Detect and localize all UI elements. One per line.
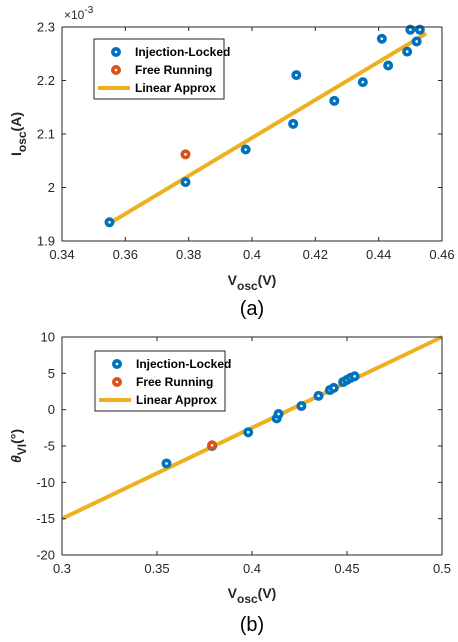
linear-approx-line [108, 31, 428, 226]
x-tick-label: 0.5 [433, 561, 451, 576]
x-tick-label: 0.45 [334, 561, 359, 576]
x-tick-label: 0.46 [429, 247, 454, 262]
linear-approx-line [61, 335, 443, 521]
free-running-point-center [184, 153, 187, 156]
legend-label-free-running-a: Free Running [135, 63, 212, 77]
panel-label-b: (b) [240, 614, 264, 636]
y-tick-label: 5 [48, 366, 55, 381]
y-tick-label: 2.2 [37, 73, 55, 88]
x-tick-label: 0.38 [176, 247, 201, 262]
x-tick-label: 0.44 [366, 247, 391, 262]
injection-locked-point-center [353, 374, 356, 378]
y-tick-label: 2 [48, 180, 55, 195]
injection-locked-point-center [405, 50, 409, 53]
legend-label-linear-approx-b: Linear Approx [136, 393, 217, 407]
y-tick-label: -5 [43, 439, 55, 454]
legend-item-injection-locked-a: Injection-Locked [111, 45, 230, 59]
x-axis-label-a: Vosc(V) [228, 272, 277, 293]
legend-item-free-running-a: Free Running [111, 63, 212, 77]
injection-locked-point-center [386, 64, 390, 67]
x-tick-label: 0.42 [303, 247, 328, 262]
legend-label-injection-locked-a: Injection-Locked [135, 45, 230, 59]
y-ticks-a: 1.9 2 2.1 2.2 2.3 [37, 20, 442, 249]
legend-label-free-running-b: Free Running [136, 375, 213, 389]
x-ticks-a: 0.34 0.36 0.38 0.4 0.42 0.44 0.46 [49, 27, 455, 262]
injection-locked-point-center [409, 28, 412, 31]
y-ticks-b: -20 -15 -10 -5 0 5 10 [36, 330, 442, 563]
injection-locked-point-center [300, 404, 303, 408]
y-tick-label: 10 [41, 330, 55, 345]
y-tick-label: -10 [36, 475, 55, 490]
injection-locked-point-center [317, 394, 320, 398]
y-axis-label-b: θVI(°) [8, 429, 29, 463]
injection-locked-point-center [184, 180, 187, 184]
injection-locked-point-center [277, 412, 280, 416]
y-tick-label: 0 [48, 402, 55, 417]
injection-locked-point-center [418, 28, 422, 31]
y-exponent-a: ×10-3 [64, 5, 94, 22]
legend-item-injection-locked-b: Injection-Locked [112, 357, 231, 371]
y-tick-label: -20 [36, 548, 55, 563]
legend-a: Injection-Locked Free Running Linear App… [93, 38, 230, 100]
y-axis-label-a: Iosc(A) [8, 112, 29, 156]
injection-locked-point-center [246, 430, 250, 434]
injection-locked-point-center [361, 80, 365, 84]
fit-line-b [61, 335, 443, 521]
legend-marker-dot-fr-b [115, 380, 119, 384]
free-running-point-center [210, 443, 214, 447]
y-tick-label: 1.9 [37, 234, 55, 249]
injection-locked-point-center [333, 99, 336, 103]
x-tick-label: 0.3 [53, 561, 71, 576]
x-tick-label: 0.35 [144, 561, 169, 576]
legend-marker-dot-b [115, 362, 119, 366]
legend-label-linear-approx-a: Linear Approx [135, 81, 216, 95]
legend-label-injection-locked-b: Injection-Locked [136, 357, 231, 371]
legend-item-free-running-b: Free Running [112, 375, 213, 389]
injection-locked-point-center [415, 40, 418, 43]
injection-locked-point-center [244, 148, 247, 151]
y-tick-label: 2.3 [37, 20, 55, 35]
injection-locked-point-center [380, 37, 384, 41]
injection-locked-point-center [295, 73, 298, 77]
legend-item-linear-approx-b: Linear Approx [99, 393, 217, 407]
legend-b: Injection-Locked Free Running Linear App… [94, 350, 231, 412]
x-tick-label: 0.4 [243, 561, 261, 576]
x-tick-label: 0.4 [243, 247, 261, 262]
chart-panel-b: 0.3 0.35 0.4 0.45 0.5 -20 -15 -10 -5 0 5 10 Inject… [8, 330, 451, 637]
x-tick-label: 0.36 [113, 247, 138, 262]
injection-locked-point-center [108, 220, 111, 224]
legend-marker-dot-fr-a [114, 68, 118, 72]
y-tick-label: 2.1 [37, 127, 55, 142]
injection-locked-point-center [165, 462, 168, 465]
data-points-b [161, 371, 360, 469]
legend-item-linear-approx-a: Linear Approx [98, 81, 216, 95]
chart-panel-a: 0.34 0.36 0.38 0.4 0.42 0.44 0.46 1.9 2 2.1 2.2 2.… [8, 5, 455, 320]
fit-line-a [108, 31, 428, 226]
x-ticks-b: 0.3 0.35 0.4 0.45 0.5 [53, 337, 451, 576]
panel-label-a: (a) [240, 298, 264, 320]
y-tick-label: -15 [36, 511, 55, 526]
legend-marker-dot-a [114, 50, 118, 54]
x-tick-label: 0.34 [49, 247, 74, 262]
injection-locked-point-center [332, 386, 336, 390]
x-axis-label-b: Vosc(V) [228, 585, 277, 606]
injection-locked-point-center [291, 122, 295, 126]
